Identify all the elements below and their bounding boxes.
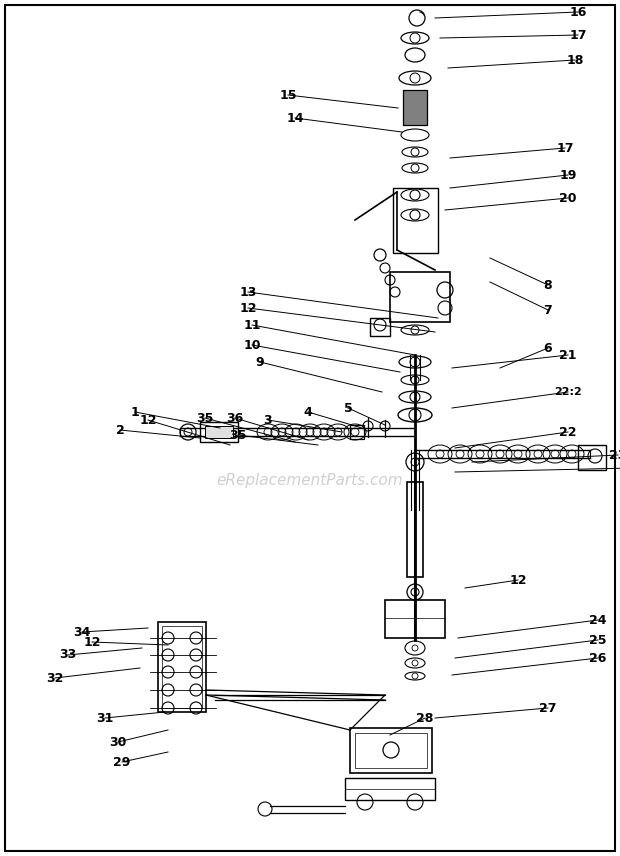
Text: 13: 13	[239, 286, 257, 299]
Text: 11: 11	[243, 318, 261, 331]
Text: 17: 17	[556, 141, 574, 154]
Text: 31: 31	[96, 711, 113, 724]
Bar	[158, 622, 206, 712]
Bar	[403, 90, 427, 125]
Text: 32: 32	[46, 671, 64, 685]
Bar	[390, 272, 450, 322]
Bar	[407, 482, 423, 577]
Bar	[200, 422, 238, 442]
Text: 22:2: 22:2	[554, 387, 582, 397]
Text: 25: 25	[589, 633, 607, 646]
Text: 8: 8	[544, 278, 552, 292]
Bar	[385, 600, 445, 638]
Bar	[370, 318, 390, 336]
Text: 21: 21	[559, 348, 577, 361]
Bar	[393, 188, 438, 253]
Text: eReplacementParts.com: eReplacementParts.com	[216, 473, 404, 488]
Bar	[162, 626, 202, 708]
Bar	[350, 728, 432, 773]
Text: 35: 35	[197, 412, 214, 425]
Text: 26: 26	[590, 651, 607, 664]
Text: 12: 12	[239, 301, 257, 314]
Bar	[205, 426, 233, 438]
Text: 7: 7	[544, 304, 552, 317]
Text: 15: 15	[279, 88, 297, 102]
Text: 35: 35	[229, 429, 247, 442]
Text: 19: 19	[559, 169, 577, 181]
Circle shape	[410, 33, 420, 43]
Text: 4: 4	[304, 406, 312, 419]
Bar	[355, 733, 427, 768]
Text: 27: 27	[539, 702, 557, 715]
Text: 17: 17	[569, 28, 587, 41]
Bar	[578, 445, 606, 470]
Text: 24: 24	[589, 614, 607, 627]
Text: 28: 28	[416, 711, 433, 724]
Text: 20: 20	[559, 192, 577, 205]
Text: 29: 29	[113, 756, 131, 769]
Text: 12: 12	[509, 574, 527, 586]
Text: 22: 22	[559, 425, 577, 438]
Text: 18: 18	[566, 54, 583, 67]
Text: 23: 23	[609, 449, 620, 461]
Text: 12: 12	[140, 413, 157, 426]
Text: 30: 30	[109, 735, 126, 748]
Text: 1: 1	[131, 406, 140, 419]
Text: 2: 2	[115, 424, 125, 437]
Text: 9: 9	[255, 355, 264, 368]
Text: 10: 10	[243, 338, 261, 352]
Text: 5: 5	[343, 401, 352, 414]
Bar	[350, 425, 364, 439]
Text: 22:2: 22:2	[618, 463, 620, 473]
Text: 16: 16	[569, 5, 587, 19]
Text: 6: 6	[544, 342, 552, 354]
Text: 3: 3	[264, 413, 272, 426]
Text: 34: 34	[73, 626, 91, 639]
Bar	[345, 778, 435, 800]
Text: 12: 12	[83, 635, 100, 649]
Text: 36: 36	[226, 412, 244, 425]
Text: 33: 33	[60, 649, 77, 662]
Text: 14: 14	[286, 111, 304, 124]
